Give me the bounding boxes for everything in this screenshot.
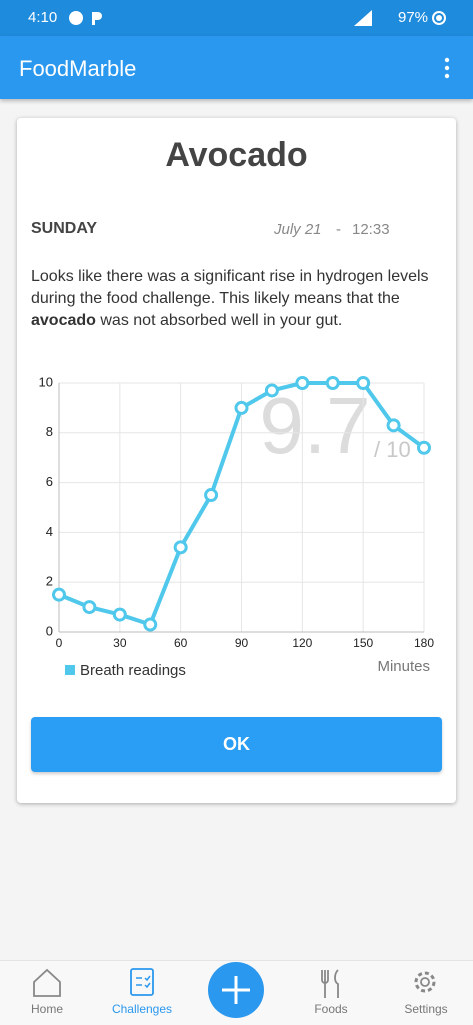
legend-swatch xyxy=(65,665,75,675)
separator: - xyxy=(336,221,341,238)
nav-settings[interactable]: Settings xyxy=(404,1002,448,1016)
x-tick-label: 180 xyxy=(414,636,434,650)
data-point xyxy=(325,376,340,390)
y-tick-label: 4 xyxy=(46,524,53,539)
data-point xyxy=(356,376,371,390)
message-text: was not absorbed well in your gut. xyxy=(95,312,343,329)
x-tick-label: 90 xyxy=(235,636,249,650)
message-food: avocado xyxy=(31,312,96,329)
x-tick-label: 150 xyxy=(353,636,373,650)
time: 12:33 xyxy=(352,221,390,238)
chart: 9.7/ 10 0 2 4 6 8 10 0 30 60 90 120 150 180 Minutes Bre… xyxy=(39,374,435,679)
nav-home[interactable]: Home xyxy=(30,1002,63,1016)
data-point xyxy=(386,418,401,433)
nav-foods[interactable]: Foods xyxy=(314,1002,348,1016)
y-tick-label: 6 xyxy=(46,474,53,489)
battery: 97% xyxy=(398,9,429,26)
data-point xyxy=(82,600,97,615)
date: July 21 xyxy=(274,221,322,238)
x-tick-label: 60 xyxy=(174,636,188,650)
nav-icons xyxy=(33,968,436,998)
y-tick-label: 10 xyxy=(39,374,53,389)
menu-button[interactable] xyxy=(440,56,454,80)
message-text: Looks like there was a significant rise … xyxy=(31,268,429,307)
data-point xyxy=(112,607,127,622)
day: SUNDAY xyxy=(31,220,98,237)
y-tick-label: 0 xyxy=(46,623,53,638)
x-tick-label: 0 xyxy=(56,636,63,650)
status-icons xyxy=(69,11,102,25)
status-bar: 4:10 97% xyxy=(0,0,473,36)
score-suffix: / 10 xyxy=(374,437,411,462)
x-tick-label: 30 xyxy=(113,636,127,650)
data-point xyxy=(417,440,431,455)
sync-icon xyxy=(432,11,446,25)
data-point xyxy=(173,540,188,555)
data-point xyxy=(295,376,310,390)
y-tick-label: 2 xyxy=(46,574,53,589)
card xyxy=(17,118,456,803)
data-point xyxy=(264,383,279,398)
app-title: FoodMarble xyxy=(19,56,137,81)
ok-button[interactable]: OK xyxy=(31,717,442,772)
y-tick-label: 8 xyxy=(46,424,53,439)
app-bar: FoodMarble xyxy=(0,36,473,99)
data-point xyxy=(52,587,66,602)
nav-challenges[interactable]: Challenges xyxy=(111,1002,173,1016)
score: 9.7 xyxy=(259,381,370,470)
legend-label: Breath readings xyxy=(80,662,186,679)
data-point xyxy=(143,617,158,632)
food-title: Avocado xyxy=(165,136,308,174)
x-tick-label: 120 xyxy=(292,636,312,650)
data-point xyxy=(234,400,249,415)
time: 4:10 xyxy=(28,9,58,26)
status-icons-right xyxy=(354,10,372,26)
add-button[interactable] xyxy=(206,960,266,1024)
message: Looks like there was a significant rise … xyxy=(31,266,446,332)
data-point xyxy=(204,488,219,503)
x-axis-label: Minutes xyxy=(377,658,430,675)
